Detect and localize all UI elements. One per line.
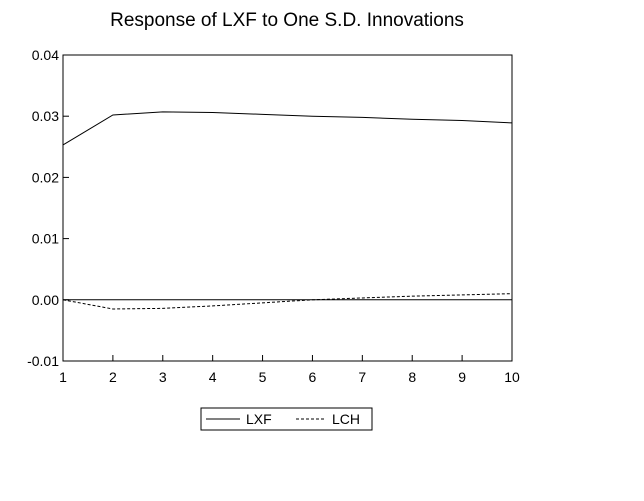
legend: LXF LCH bbox=[200, 407, 373, 431]
plot-frame bbox=[62, 54, 513, 362]
legend-box bbox=[200, 407, 373, 431]
y-tick-label: 0.00 bbox=[32, 292, 59, 308]
x-tick-label: 3 bbox=[159, 369, 167, 385]
series-line-lxf bbox=[62, 111, 513, 146]
series-line-lch bbox=[62, 293, 513, 310]
x-tick-label: 9 bbox=[458, 369, 466, 385]
x-axis: 1 2 3 4 5 6 7 8 9 10 bbox=[59, 355, 520, 385]
x-tick-label: 6 bbox=[309, 369, 317, 385]
legend-label-lch: LCH bbox=[332, 411, 360, 427]
x-tick-label: 4 bbox=[209, 369, 217, 385]
y-tick-label: 0.03 bbox=[32, 108, 59, 124]
y-tick-label: 0.02 bbox=[32, 169, 59, 185]
y-axis: -0.01 0.00 0.01 0.02 0.03 0.04 bbox=[27, 47, 69, 369]
x-tick-label: 1 bbox=[59, 369, 67, 385]
x-tick-label: 2 bbox=[109, 369, 117, 385]
legend-label-lxf: LXF bbox=[246, 411, 272, 427]
x-tick-label: 7 bbox=[358, 369, 366, 385]
y-tick-label: 0.01 bbox=[32, 231, 59, 247]
series-layer bbox=[62, 111, 513, 310]
y-tick-label: 0.04 bbox=[32, 47, 59, 63]
x-tick-label: 8 bbox=[408, 369, 416, 385]
y-tick-label: -0.01 bbox=[27, 353, 59, 369]
x-tick-label: 5 bbox=[259, 369, 267, 385]
x-tick-label: 10 bbox=[504, 369, 520, 385]
chart-title: Response of LXF to One S.D. Innovations bbox=[110, 10, 464, 31]
